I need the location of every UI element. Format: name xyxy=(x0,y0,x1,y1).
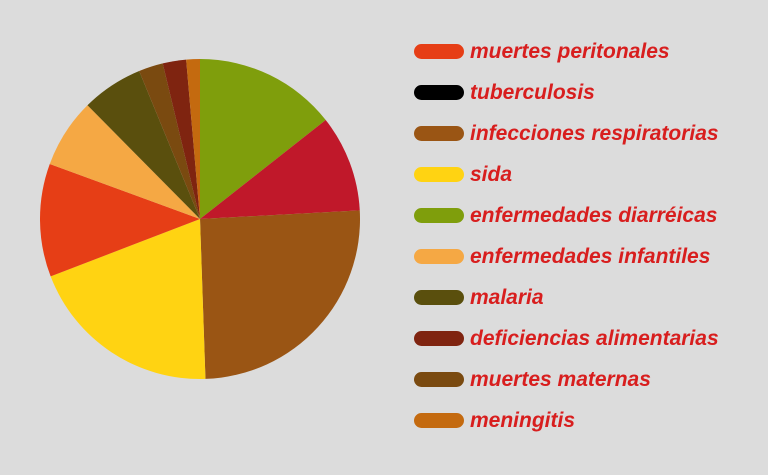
legend-swatch xyxy=(414,372,464,387)
pie-slice-4 xyxy=(39,163,200,277)
pie-chart xyxy=(39,59,361,380)
pie-slice-2 xyxy=(200,210,361,379)
pie-slice-5 xyxy=(49,105,200,219)
legend-item: tuberculosis xyxy=(414,72,719,113)
legend-label: deficiencias alimentarias xyxy=(470,326,719,350)
pie-slice-0 xyxy=(200,59,326,219)
legend-item: deficiencias alimentarias xyxy=(414,318,719,359)
pie-slice-7 xyxy=(139,63,200,219)
pie-slice-1 xyxy=(200,120,360,219)
pie-slice-6 xyxy=(87,71,200,219)
legend-item: muertes maternas xyxy=(414,359,719,400)
legend-swatch xyxy=(414,208,464,223)
legend-swatch xyxy=(414,126,464,141)
legend-label: meningitis xyxy=(470,408,576,432)
legend-label: enfermedades infantiles xyxy=(470,244,711,268)
legend-label: enfermedades diarréicas xyxy=(470,203,718,227)
legend-label: muertes peritonales xyxy=(470,39,670,63)
legend-label: infecciones respiratorias xyxy=(470,121,719,145)
legend-item: malaria xyxy=(414,277,719,318)
legend-swatch xyxy=(414,44,464,59)
pie-slice-3 xyxy=(50,219,206,380)
legend-swatch xyxy=(414,249,464,264)
legend-swatch xyxy=(414,85,464,100)
legend-label: tuberculosis xyxy=(470,80,595,104)
legend-label: malaria xyxy=(470,285,544,309)
legend: muertes peritonales tuberculosis infeccion… xyxy=(414,31,719,441)
legend-item: sida xyxy=(414,154,719,195)
pie-slice-9 xyxy=(186,59,200,219)
legend-item: meningitis xyxy=(414,400,719,441)
legend-item: infecciones respiratorias xyxy=(414,113,719,154)
legend-swatch xyxy=(414,331,464,346)
legend-item: enfermedades diarréicas xyxy=(414,195,719,236)
legend-item: muertes peritonales xyxy=(414,31,719,72)
legend-label: muertes maternas xyxy=(470,367,651,391)
legend-swatch xyxy=(414,167,464,182)
legend-label: sida xyxy=(470,162,513,186)
legend-swatch xyxy=(414,290,464,305)
pie-slice-8 xyxy=(162,59,200,219)
legend-swatch xyxy=(414,413,464,428)
legend-item: enfermedades infantiles xyxy=(414,236,719,277)
